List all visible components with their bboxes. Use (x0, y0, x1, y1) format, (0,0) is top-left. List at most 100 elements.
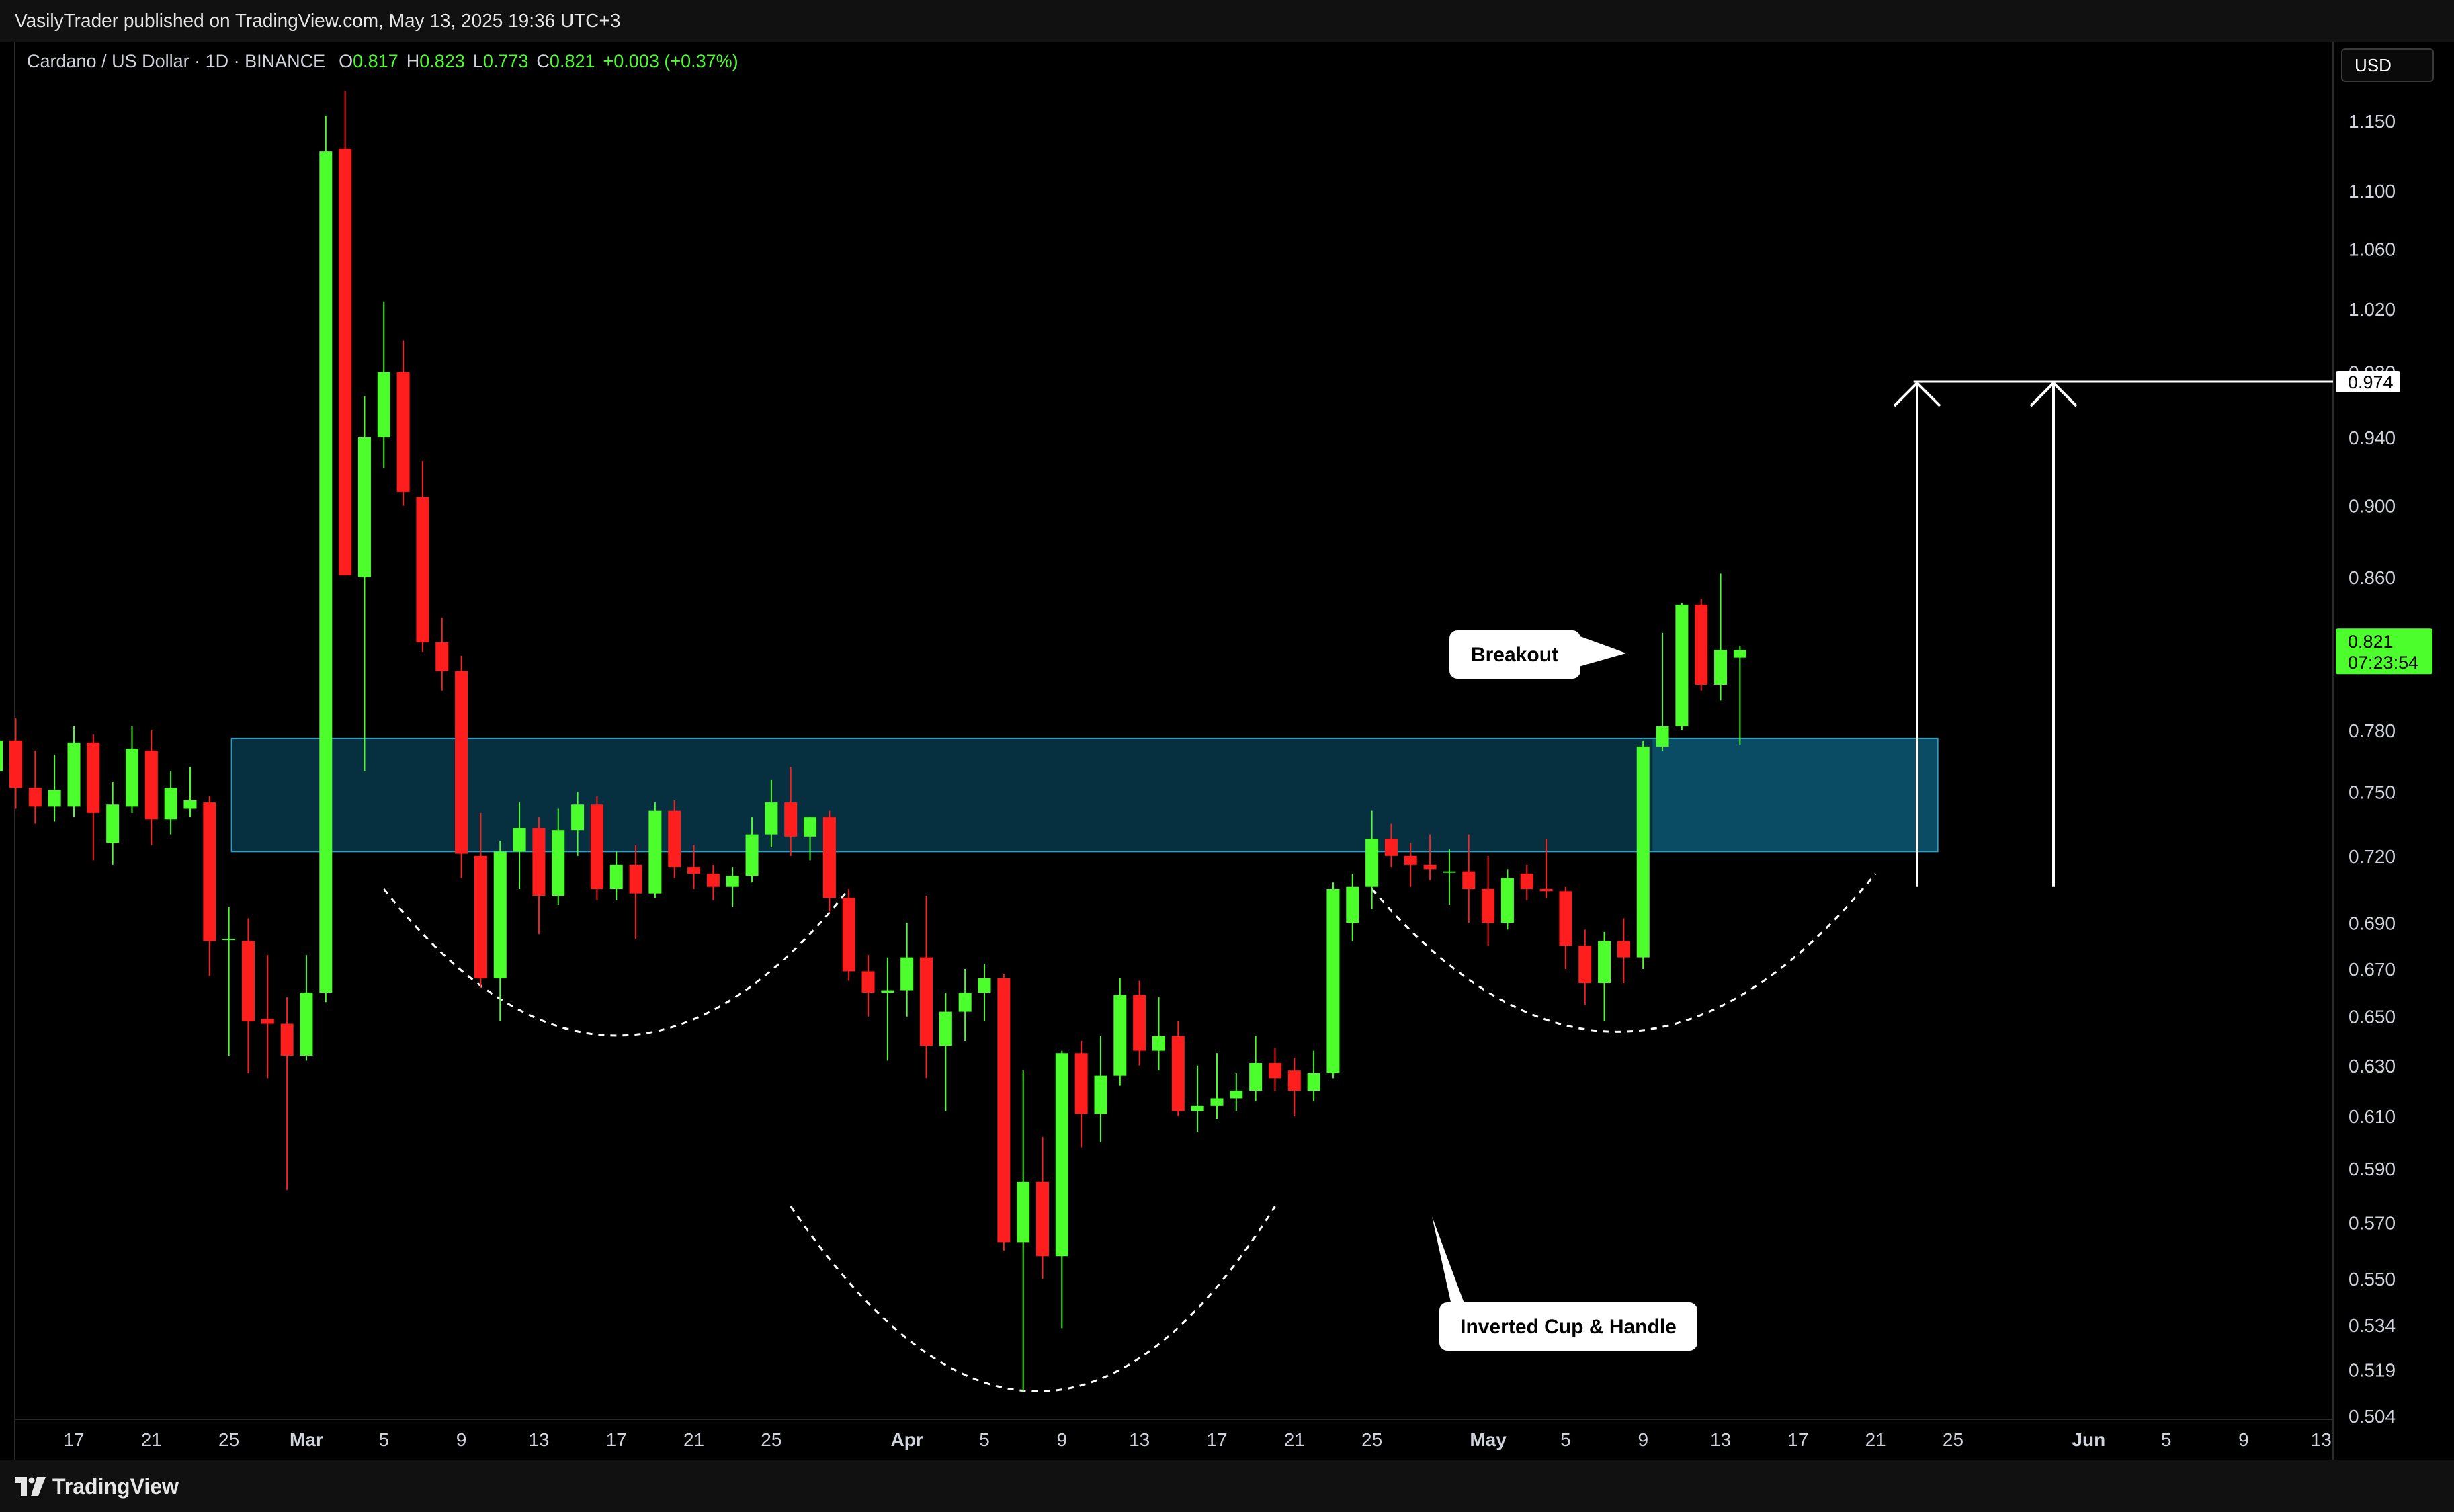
cup-curve (790, 1206, 1276, 1392)
high-label: H (406, 51, 420, 71)
candle-body (455, 671, 468, 854)
candle-2025-04-19 (1249, 1036, 1263, 1101)
candle-2025-05-12 (1695, 599, 1708, 691)
time-tick-label: 9 (2238, 1429, 2249, 1450)
candle-body (1733, 650, 1746, 658)
candle-2025-05-06 (1578, 929, 1592, 1005)
candle-body (319, 151, 333, 993)
candle-2025-04-06 (997, 973, 1011, 1251)
candle-2025-03-22 (706, 864, 720, 900)
candle-2025-04-02 (920, 895, 933, 1079)
low-label: L (472, 51, 483, 71)
candle-2025-03-04 (357, 396, 371, 771)
tradingview-logo[interactable]: TradingView (15, 1472, 179, 1501)
tradingview-logo-icon (15, 1477, 46, 1496)
candle-body (1346, 886, 1359, 923)
candle-2025-05-02 (1500, 869, 1514, 930)
time-tick-label: 17 (606, 1429, 627, 1450)
candle-body (513, 828, 526, 852)
candle-body (920, 957, 933, 1046)
candle-body (1714, 650, 1728, 685)
price-tick-label: 1.100 (2349, 181, 2396, 202)
time-tick-label: Apr (891, 1429, 923, 1450)
candle-2025-02-19 (106, 781, 120, 865)
candle-body (648, 810, 662, 894)
breakout-label-bg (1449, 630, 1580, 679)
candle-body (106, 804, 120, 843)
candle-body (1055, 1053, 1068, 1257)
candle-body (1036, 1181, 1049, 1257)
candle-body (687, 867, 701, 874)
candle-body (668, 810, 681, 868)
candle-2025-02-17 (67, 726, 81, 818)
candle-2025-03-28 (822, 810, 836, 912)
candle-body (1636, 746, 1650, 958)
time-tick-label: 5 (979, 1429, 990, 1450)
price-tick-label: 0.900 (2349, 496, 2396, 517)
candle-body (67, 742, 81, 807)
time-tick-label: 13 (1710, 1429, 1731, 1450)
candle-2025-04-16 (1191, 1065, 1204, 1132)
candle-2025-03-30 (861, 955, 875, 1017)
candle-2025-03-01 (300, 955, 313, 1061)
time-tick-label: Mar (290, 1429, 323, 1450)
candle-2025-02-26 (241, 918, 255, 1073)
candle-2025-05-14 (1733, 646, 1746, 745)
candle-body (1307, 1073, 1320, 1091)
time-tick-label: 9 (456, 1429, 467, 1450)
candle-2025-04-28 (1423, 834, 1437, 880)
candle-body (552, 830, 565, 896)
candle-2025-04-05 (978, 964, 991, 1021)
candle-2025-05-10 (1656, 632, 1669, 751)
candle-body (629, 864, 642, 894)
candle-2025-05-11 (1675, 603, 1689, 730)
candle-body (1559, 891, 1572, 946)
symbol-name[interactable]: Cardano / US Dollar · 1D · BINANCE (27, 51, 326, 71)
candle-2025-03-12 (513, 802, 526, 890)
candle-2025-03-13 (532, 817, 546, 935)
candle-2025-02-23 (183, 767, 197, 818)
time-tick-label: 17 (1787, 1429, 1808, 1450)
time-tick-label: 5 (378, 1429, 389, 1450)
candle-body (1462, 871, 1476, 890)
candle-2025-03-26 (784, 767, 798, 856)
candle-body (1249, 1063, 1263, 1091)
candle-2025-04-17 (1210, 1053, 1224, 1119)
time-tick-label: Jun (2072, 1429, 2105, 1450)
candle-2025-04-21 (1287, 1058, 1301, 1117)
candle-2025-05-03 (1520, 864, 1533, 900)
currency-button[interactable]: USD (2341, 48, 2434, 82)
candle-body (1365, 839, 1379, 887)
time-tick-label: 13 (1129, 1429, 1150, 1450)
candle-2025-02-27 (261, 955, 274, 1079)
candle-2025-02-28 (280, 997, 294, 1190)
candle-body (261, 1019, 274, 1024)
candle-body (144, 751, 158, 820)
candle-2025-04-30 (1462, 834, 1476, 923)
candle-body (571, 804, 585, 831)
candle-2025-04-26 (1384, 823, 1398, 868)
current-price-tag-bg (2336, 628, 2432, 675)
candle-2025-04-08 (1036, 1136, 1049, 1279)
time-tick-label: 13 (528, 1429, 549, 1450)
candle-body (435, 642, 449, 671)
candle-2025-02-24 (203, 796, 216, 976)
candle-body (1443, 871, 1456, 873)
candle-2025-03-27 (804, 817, 817, 861)
handle-curve (1371, 872, 1877, 1033)
pattern-label-bg (1439, 1302, 1697, 1351)
footer-bar (0, 1460, 2454, 1512)
candle-2025-04-10 (1074, 1040, 1088, 1148)
price-tick-label: 0.550 (2349, 1269, 2396, 1290)
candle-body (1268, 1063, 1281, 1079)
candle-body (1230, 1091, 1243, 1099)
candle-2025-02-14 (9, 718, 23, 809)
candle-body (881, 990, 894, 993)
candle-body (416, 497, 429, 642)
candle-2025-04-29 (1443, 849, 1456, 905)
candle-body (822, 817, 836, 898)
time-tick-label: 25 (1943, 1429, 1963, 1450)
candle-body (9, 740, 23, 788)
target-price-tag-bg (2336, 371, 2400, 393)
